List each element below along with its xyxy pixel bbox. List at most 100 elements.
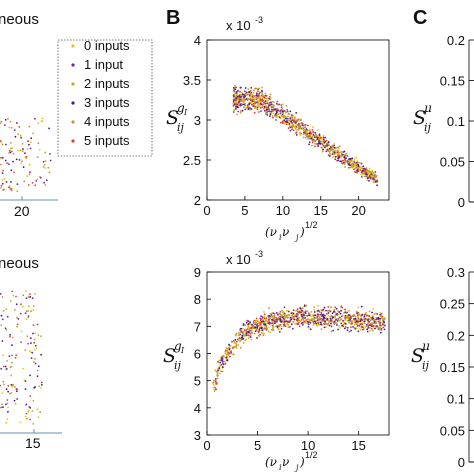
- scatter-point: [316, 319, 319, 321]
- scatter-point: [268, 317, 270, 319]
- scatter-point: [264, 97, 266, 100]
- scatter-point: [21, 160, 23, 163]
- scatter-point: [325, 144, 327, 147]
- scatter-point: [308, 326, 310, 329]
- y-tick-label: 0.15: [440, 360, 465, 375]
- scatter-point: [357, 165, 360, 168]
- scatter-point: [373, 179, 376, 182]
- scatter-point: [225, 353, 228, 356]
- scatter-point: [348, 330, 351, 333]
- scatter-point: [10, 150, 13, 153]
- scatter-point: [283, 323, 286, 326]
- panel-a-bottom: neous 15: [0, 255, 62, 451]
- legend-marker-5: [71, 139, 75, 143]
- scatter-point: [285, 123, 288, 125]
- scatter-point: [261, 316, 264, 318]
- scatter-point: [327, 147, 329, 150]
- scatter-point: [271, 315, 274, 317]
- scatter-point: [272, 107, 275, 109]
- scatter-point: [334, 312, 337, 315]
- scatter-point: [326, 318, 329, 321]
- scatter-point: [263, 101, 265, 104]
- scatter-point: [314, 131, 317, 134]
- scatter-point: [326, 144, 329, 147]
- scatter-point: [225, 356, 228, 359]
- scatter-point: [249, 332, 252, 335]
- scatter-point: [366, 173, 368, 176]
- scatter-point: [373, 176, 375, 179]
- scatter-point: [249, 96, 252, 99]
- scatter-point: [368, 171, 371, 173]
- scatter-point: [338, 324, 340, 327]
- scatter-point: [0, 406, 2, 409]
- scatter-point: [368, 175, 371, 177]
- scatter-point: [278, 312, 281, 315]
- scatter-point: [258, 327, 261, 330]
- scatter-point: [303, 305, 306, 307]
- scatter-point: [320, 312, 323, 314]
- scatter-point: [249, 107, 252, 110]
- scatter-point: [45, 179, 48, 182]
- scatter-point: [7, 384, 10, 387]
- scatter-point: [16, 398, 18, 400]
- scatter-point: [354, 168, 356, 170]
- panel-b-bottom-points: [212, 304, 386, 392]
- scatter-point: [297, 316, 300, 319]
- scatter-point: [27, 316, 29, 319]
- scatter-point: [378, 319, 381, 322]
- scatter-point: [270, 106, 273, 109]
- x-tick-label: 5: [241, 203, 248, 218]
- scatter-point: [296, 126, 298, 128]
- scatter-point: [357, 314, 359, 316]
- scatter-point: [298, 120, 300, 122]
- scatter-point: [258, 103, 260, 106]
- scatter-point: [8, 126, 11, 129]
- scatter-point: [363, 322, 366, 325]
- scatter-point: [351, 157, 354, 160]
- scatter-point: [16, 316, 18, 319]
- scatter-point: [34, 357, 36, 360]
- scatter-point: [234, 84, 236, 87]
- scatter-point: [309, 129, 311, 132]
- scatter-point: [33, 341, 36, 344]
- scatter-point: [244, 95, 247, 97]
- scatter-point: [232, 111, 235, 113]
- scatter-point: [0, 384, 1, 387]
- scatter-point: [309, 319, 312, 322]
- scatter-point: [318, 137, 320, 140]
- scatter-point: [375, 318, 378, 321]
- legend-label-0: 0 inputs: [84, 38, 130, 53]
- scatter-point: [260, 315, 262, 318]
- x-tick-label: 15: [351, 438, 365, 453]
- scatter-point: [346, 319, 349, 322]
- scatter-point: [308, 134, 311, 137]
- panel-b-top-x-ticks: 0 5 10 15 20: [203, 196, 366, 218]
- scatter-point: [295, 131, 298, 134]
- scatter-point: [346, 162, 349, 164]
- scatter-point: [224, 362, 227, 365]
- scatter-point: [34, 184, 37, 187]
- scatter-point: [30, 342, 32, 345]
- panel-c-top: 0 0.05 0.1 0.15 0.2 S μ ij: [413, 33, 474, 210]
- scatter-point: [233, 109, 236, 112]
- scatter-point: [10, 169, 13, 172]
- scatter-point: [10, 126, 13, 129]
- scatter-point: [268, 97, 270, 100]
- scatter-point: [289, 116, 292, 119]
- scatter-point: [282, 325, 285, 328]
- scatter-point: [304, 321, 307, 323]
- scatter-point: [336, 324, 338, 326]
- scatter-point: [5, 421, 8, 424]
- scatter-point: [28, 143, 30, 146]
- scatter-point: [308, 141, 311, 144]
- scatter-point: [269, 101, 271, 104]
- scatter-point: [267, 326, 269, 329]
- scatter-point: [357, 330, 360, 333]
- scatter-point: [350, 317, 352, 319]
- scatter-point: [304, 137, 307, 139]
- scatter-point: [11, 354, 13, 357]
- scatter-point: [318, 311, 321, 313]
- scatter-point: [379, 313, 382, 316]
- legend-marker-4: [71, 120, 75, 124]
- scatter-point: [235, 86, 237, 89]
